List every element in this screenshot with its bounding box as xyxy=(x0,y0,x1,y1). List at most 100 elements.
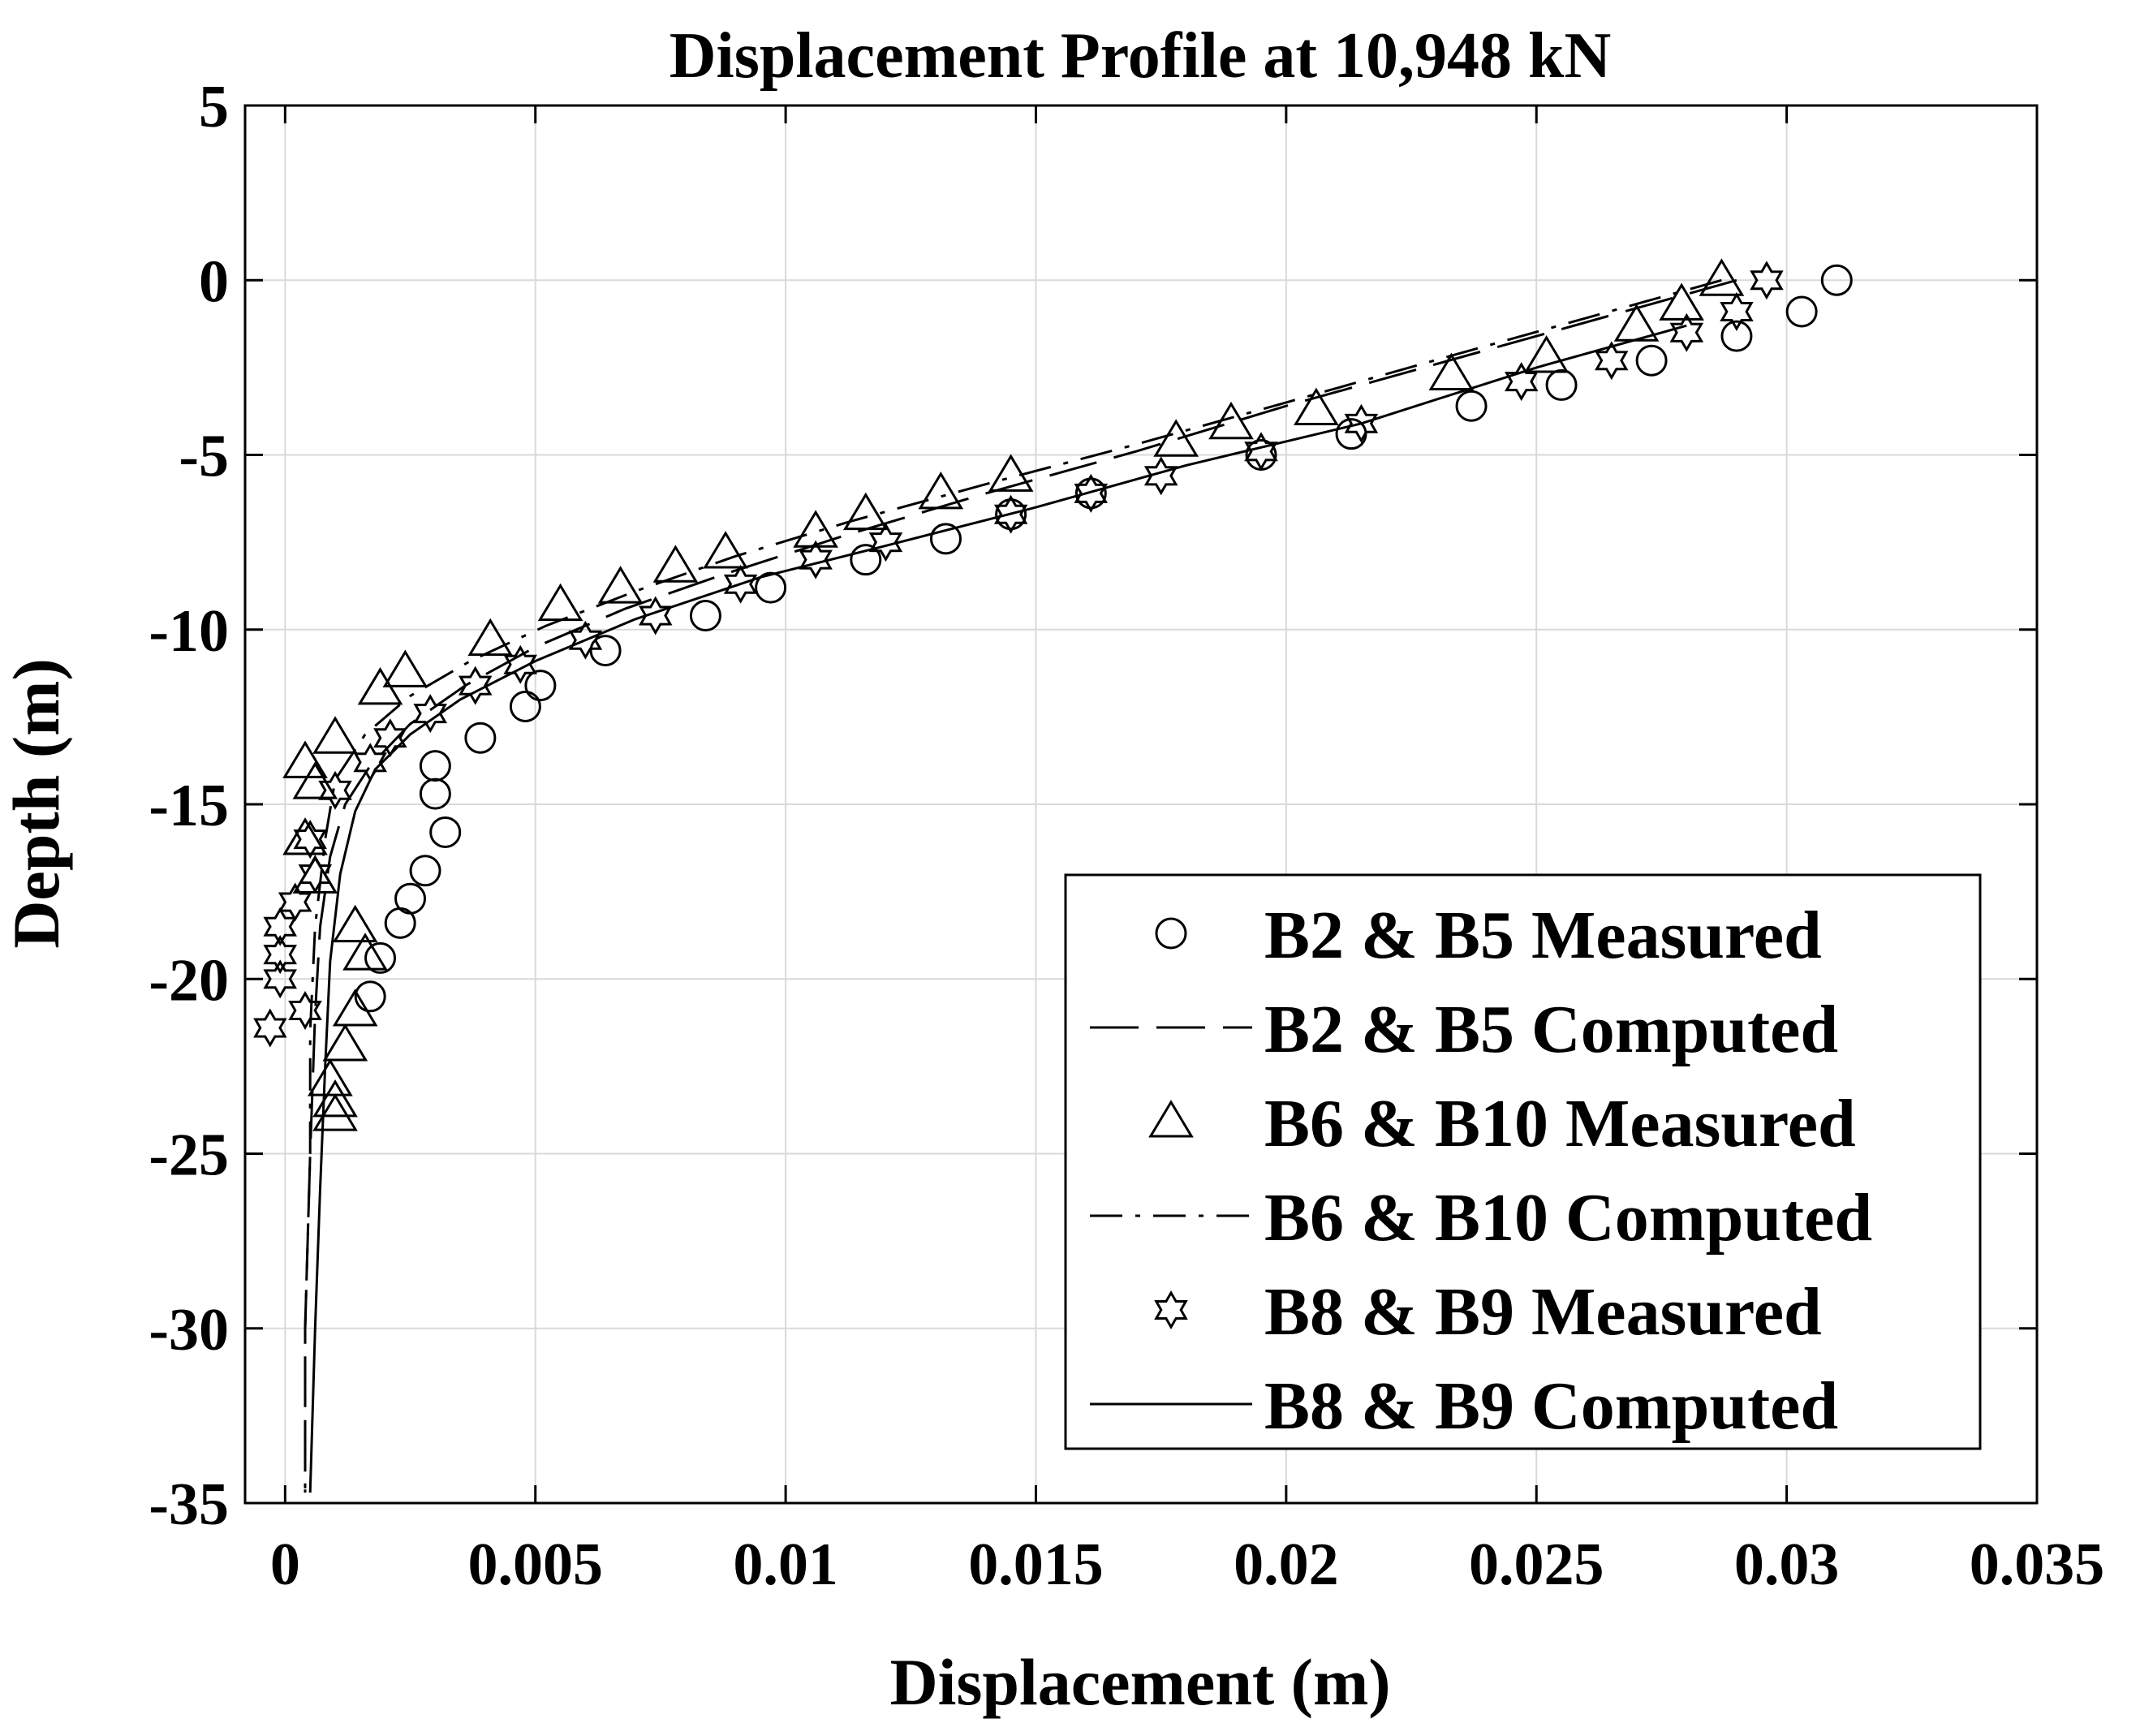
point-circle xyxy=(509,690,541,722)
legend-label: B8 & B9 Computed xyxy=(1264,1368,1838,1444)
point-star xyxy=(458,666,493,705)
series-line-b6-and-b10-computed xyxy=(304,278,1722,1493)
legend-label: B2 & B5 Measured xyxy=(1264,898,1822,973)
point-star xyxy=(568,620,603,660)
legend-label: B6 & B10 Computed xyxy=(1264,1180,1872,1256)
point-triangle xyxy=(652,545,699,583)
series-b6-and-b10-measured xyxy=(282,258,1745,1131)
x-tick-label: 0 xyxy=(270,1531,300,1598)
point-star xyxy=(253,1008,287,1048)
point-circle xyxy=(409,855,441,887)
series-b8-and-b9-computed xyxy=(308,324,1687,1493)
x-tick-label: 0.01 xyxy=(733,1531,838,1598)
point-circle xyxy=(850,544,882,576)
x-axis-label: Displacement (m) xyxy=(889,1645,1390,1719)
point-star xyxy=(288,991,322,1030)
point-star xyxy=(1595,341,1629,381)
point-triangle xyxy=(918,471,964,510)
point-triangle xyxy=(332,989,378,1027)
point-circle xyxy=(524,670,557,702)
point-star xyxy=(263,959,297,999)
chart-title: Displacement Profile at 10,948 kN xyxy=(670,20,1612,92)
legend: B2 & B5 Measured B2 & B5 Computed B6 & B10… xyxy=(1064,873,1982,1450)
point-circle xyxy=(689,600,721,632)
point-star xyxy=(1720,292,1754,332)
point-star xyxy=(263,935,297,975)
x-tick-label: 0.005 xyxy=(467,1531,603,1598)
point-circle xyxy=(929,523,962,555)
y-tick-label: -20 xyxy=(149,947,229,1014)
y-ticks: 5 0 -5 -10 -15 -20 -25 -30 -35 xyxy=(149,74,2037,1538)
legend-label: B6 & B10 Measured xyxy=(1264,1086,1856,1161)
point-triangle xyxy=(988,454,1034,492)
point-triangle xyxy=(282,740,328,778)
point-circle xyxy=(364,941,397,974)
point-star xyxy=(413,694,447,734)
point-triangle xyxy=(357,667,403,705)
point-star xyxy=(293,820,327,859)
point-star xyxy=(318,770,352,810)
point-circle xyxy=(1635,344,1668,377)
point-star xyxy=(298,855,333,894)
point-star xyxy=(1074,473,1109,513)
y-axis-label: Depth (m) xyxy=(0,658,73,949)
x-tick-label: 0.02 xyxy=(1234,1531,1339,1598)
y-tick-label: -10 xyxy=(149,598,229,665)
point-circle xyxy=(1820,264,1853,296)
y-tick-label: -30 xyxy=(149,1297,229,1363)
point-star xyxy=(723,564,758,604)
legend-marker-triangle xyxy=(1148,1100,1194,1138)
point-circle xyxy=(354,980,386,1013)
point-star xyxy=(1344,403,1379,443)
point-star xyxy=(993,494,1028,534)
point-circle xyxy=(1545,368,1578,401)
series-b2-and-b5-computed xyxy=(304,278,1737,1493)
x-tick-label: 0.035 xyxy=(1970,1531,2105,1598)
point-triangle xyxy=(1523,335,1569,373)
y-tick-label: -5 xyxy=(179,424,229,490)
x-tick-label: 0.03 xyxy=(1734,1531,1840,1598)
point-triangle xyxy=(1294,387,1339,426)
x-tick-label: 0.015 xyxy=(968,1531,1104,1598)
point-star xyxy=(1505,362,1539,402)
legend-label: B8 & B9 Measured xyxy=(1264,1274,1822,1350)
point-star xyxy=(263,907,297,946)
legend-marker-star xyxy=(1154,1290,1188,1329)
point-circle xyxy=(429,816,462,848)
point-circle xyxy=(384,907,416,939)
legend-marker-circle xyxy=(1155,917,1187,950)
point-triangle xyxy=(1659,282,1704,321)
legend-label: B2 & B5 Computed xyxy=(1264,992,1838,1067)
point-triangle xyxy=(282,817,328,855)
y-tick-label: -25 xyxy=(149,1122,229,1189)
point-triangle xyxy=(1428,352,1475,390)
point-triangle xyxy=(332,904,378,943)
point-triangle xyxy=(467,618,514,657)
point-circle xyxy=(1720,320,1753,352)
point-triangle xyxy=(842,492,889,531)
x-tick-label: 0.025 xyxy=(1469,1531,1604,1598)
point-triangle xyxy=(307,1058,353,1096)
point-star xyxy=(1669,312,1704,352)
y-tick-label: 0 xyxy=(199,248,229,315)
point-triangle xyxy=(703,531,748,569)
y-tick-label: -35 xyxy=(149,1471,229,1538)
y-tick-label: 5 xyxy=(199,74,229,140)
point-circle xyxy=(1785,295,1818,328)
series-line-b2-and-b5-computed xyxy=(304,278,1737,1493)
y-tick-label: -15 xyxy=(149,773,229,839)
point-circle xyxy=(589,635,622,667)
x-ticks: 0 0.005 0.01 0.015 0.02 0.025 0.03 0.035 xyxy=(270,106,2104,1598)
point-circle xyxy=(755,571,787,604)
point-circle xyxy=(419,750,451,782)
point-triangle xyxy=(342,933,388,971)
point-circle xyxy=(1455,390,1488,422)
point-circle xyxy=(419,778,451,810)
series-layer xyxy=(253,258,1853,1493)
point-triangle xyxy=(793,510,838,548)
point-star xyxy=(1750,261,1784,300)
point-triangle xyxy=(1699,258,1745,296)
point-star xyxy=(799,540,833,579)
series-b6-and-b10-computed xyxy=(304,278,1722,1493)
